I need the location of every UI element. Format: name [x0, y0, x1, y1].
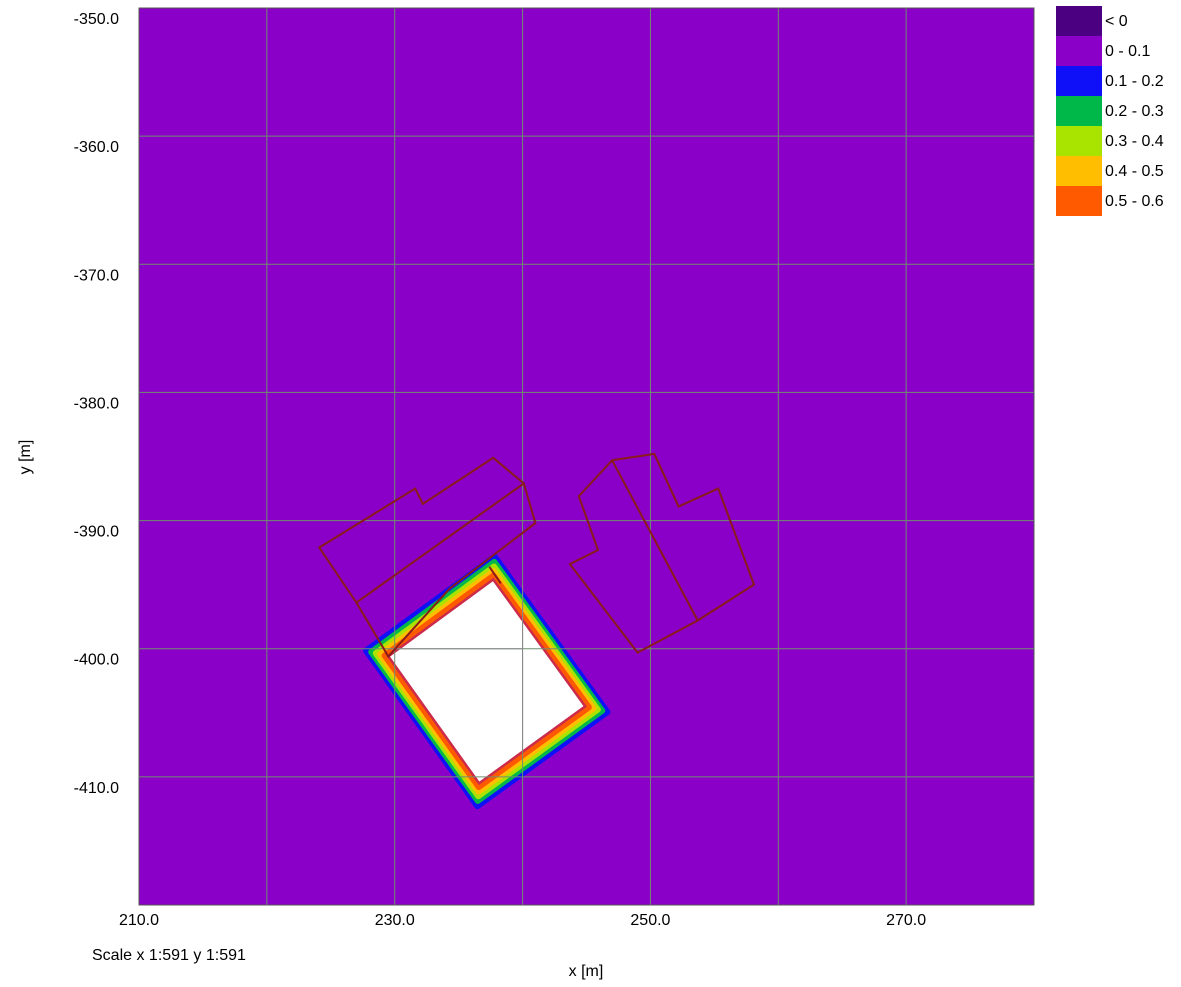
legend-label: 0 - 0.1: [1105, 43, 1150, 60]
legend-swatch: [1056, 96, 1102, 126]
building-outline: [317, 456, 537, 659]
x-axis-label: x [m]: [569, 963, 604, 980]
y-tick-label: -360.0: [74, 139, 119, 156]
grid: [138, 7, 1035, 906]
y-tick-label: -390.0: [74, 524, 119, 541]
plot-background: [139, 8, 1034, 905]
y-axis-label: y [m]: [17, 440, 34, 475]
x-tick-label: 230.0: [375, 912, 415, 929]
scale-text: Scale x 1:591 y 1:591: [92, 947, 246, 964]
x-tick-label: 210.0: [119, 912, 159, 929]
y-tick-label: -410.0: [74, 780, 119, 797]
legend-swatch: [1056, 186, 1102, 216]
legend-label: 0.4 - 0.5: [1105, 163, 1164, 180]
legend: < 0 0 - 0.1 0.1 - 0.2 0.2 - 0.3 0.3 - 0.4 0.4…: [1056, 6, 1164, 216]
legend-label: 0.2 - 0.3: [1105, 103, 1164, 120]
y-tick-label: -370.0: [74, 267, 119, 284]
building-outline: [611, 459, 699, 621]
legend-label: 0.3 - 0.4: [1105, 133, 1164, 150]
legend-swatch: [1056, 6, 1102, 36]
legend-swatch: [1056, 126, 1102, 156]
building-outline: [355, 482, 525, 604]
building-outlines: [317, 452, 756, 659]
legend-label: 0.5 - 0.6: [1105, 193, 1164, 210]
x-tick-label: 270.0: [886, 912, 926, 929]
legend-swatch: [1056, 156, 1102, 186]
y-tick-label: -380.0: [74, 395, 119, 412]
y-tick-label: -350.0: [74, 11, 119, 28]
x-tick-label: 250.0: [630, 912, 670, 929]
plot-area: [139, 8, 1034, 905]
y-tick-label: -400.0: [74, 652, 119, 669]
building-outline: [488, 566, 502, 584]
legend-label: 0.1 - 0.2: [1105, 73, 1164, 90]
legend-swatch: [1056, 66, 1102, 96]
legend-label: < 0: [1105, 13, 1128, 30]
axis-ticks: 210.0 230.0 250.0 270.0 -350.0 -360.0 -370.0 -3…: [74, 11, 927, 929]
legend-swatch: [1056, 36, 1102, 66]
central-building: [386, 577, 587, 786]
plot-frame: [138, 7, 1035, 906]
